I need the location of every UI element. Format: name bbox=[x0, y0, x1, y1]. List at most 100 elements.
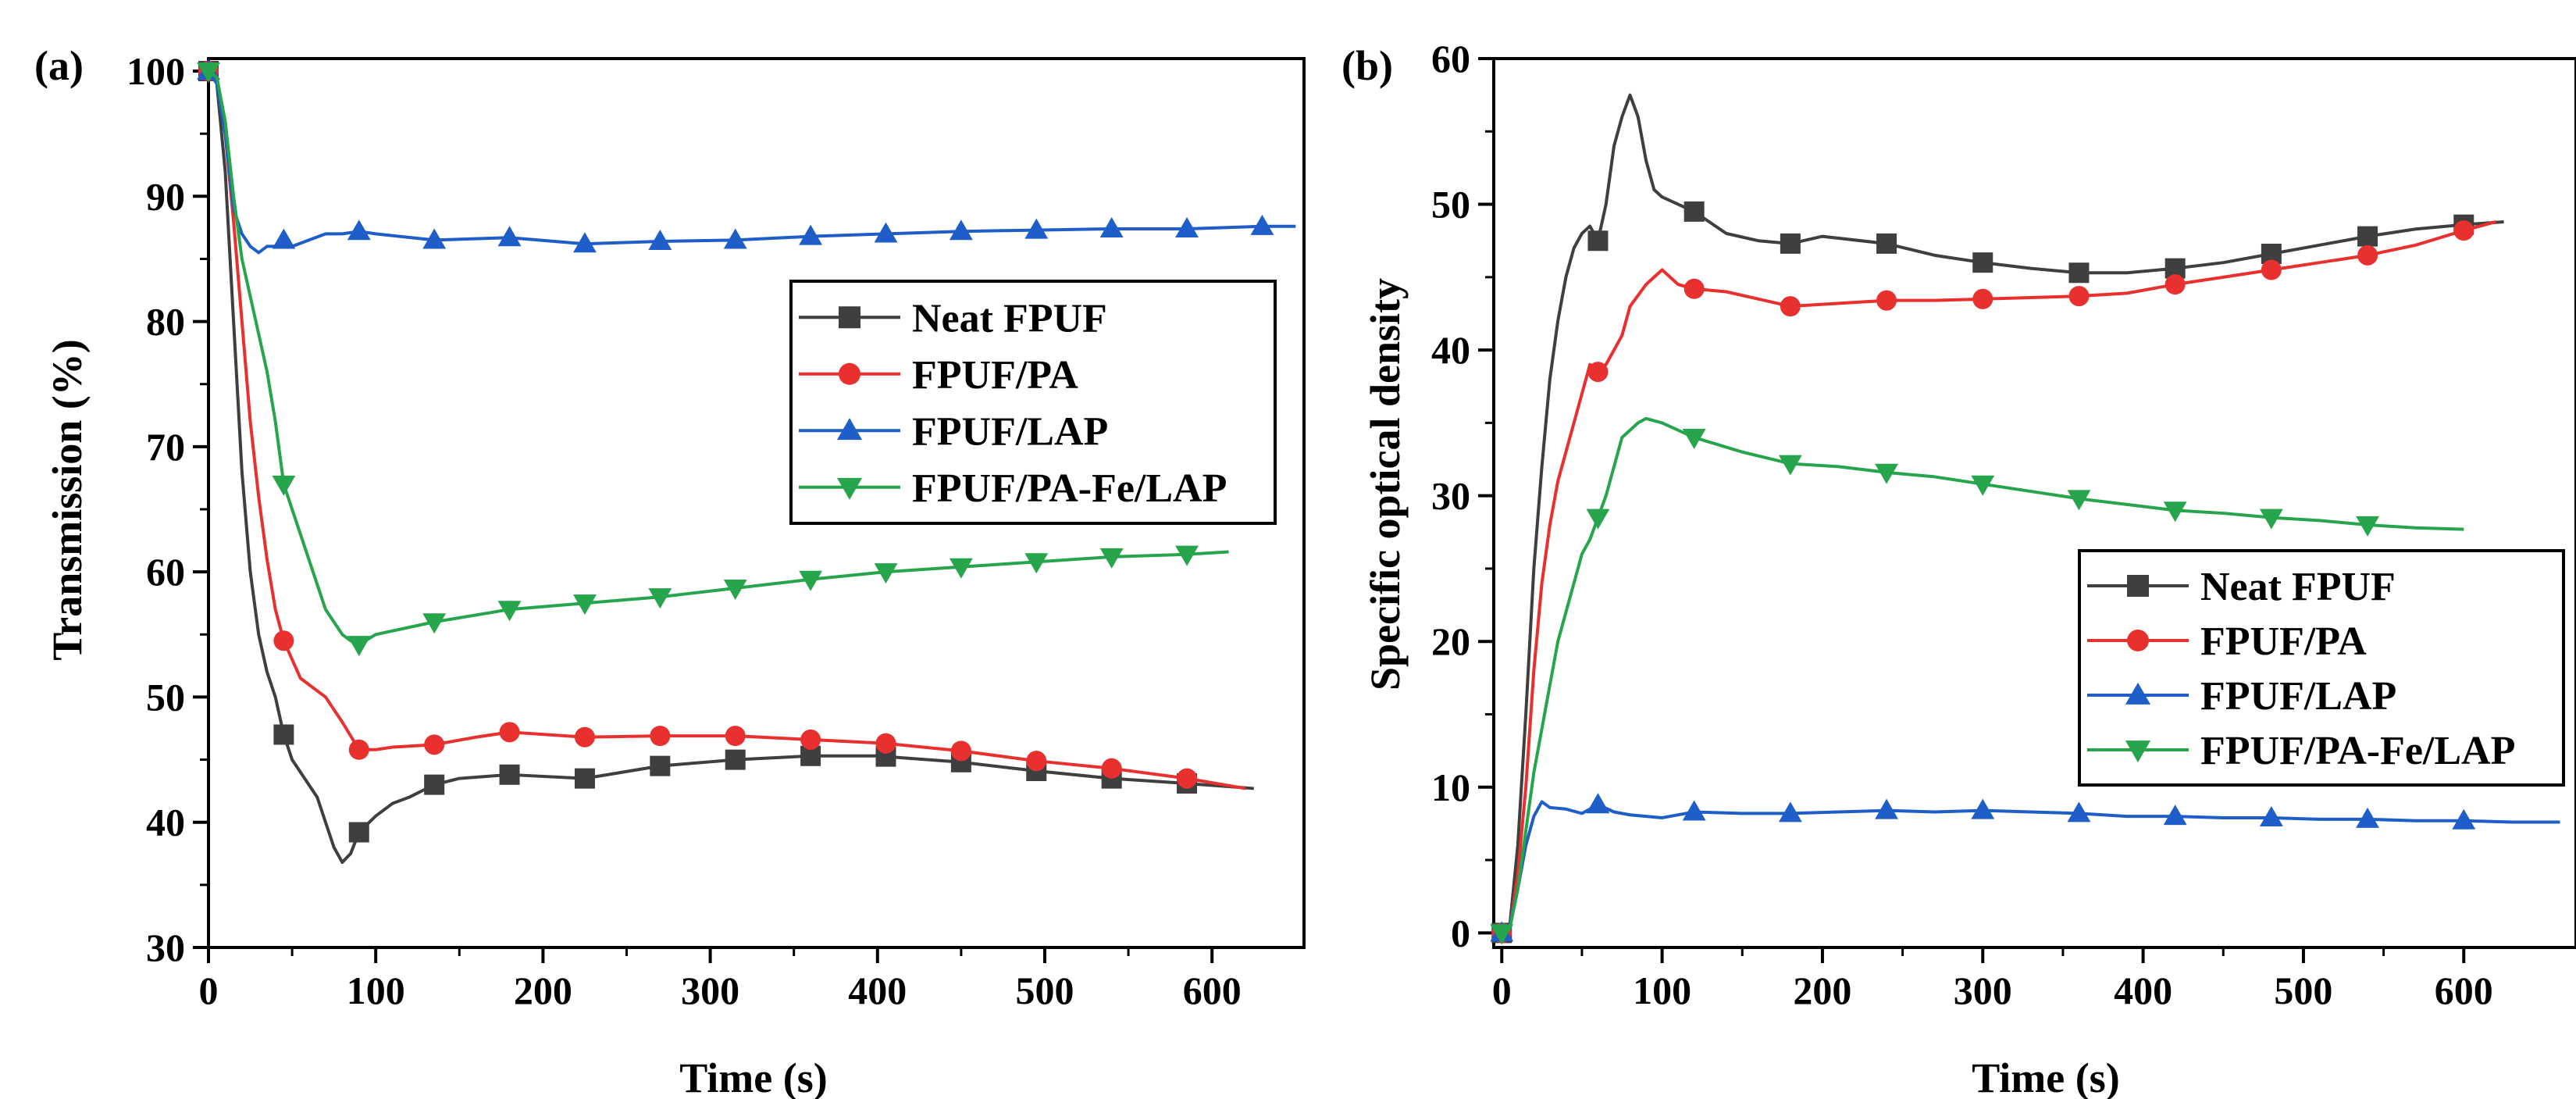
panel-a-marker-fpuf-pa-fe-lap bbox=[197, 62, 220, 83]
panel-a-y-tick-label: 100 bbox=[126, 49, 185, 93]
panel-a-marker-fpuf-lap bbox=[1175, 217, 1199, 238]
panel-a-label: (a) bbox=[34, 42, 84, 89]
panel-a-marker-fpuf-pa-fe-lap bbox=[799, 570, 823, 591]
panel-b-marker-fpuf-pa-fe-lap bbox=[2163, 501, 2187, 523]
panel-b-x-tick-label: 400 bbox=[2114, 969, 2172, 1012]
panel-b-marker-fpuf-pa-fe-lap bbox=[2356, 516, 2380, 537]
panel-a-x-tick-label: 100 bbox=[347, 969, 405, 1012]
panel-b-marker-fpuf-pa-fe-lap bbox=[1682, 428, 1706, 449]
panel-a-marker-fpuf-pa-fe-lap bbox=[422, 613, 447, 634]
panel-b-marker-fpuf-lap bbox=[2356, 807, 2380, 828]
panel-a-marker-fpuf-lap bbox=[1250, 214, 1274, 235]
panel-a-marker-fpuf-pa-fe-lap bbox=[1024, 553, 1049, 574]
panel-b-marker-neat-fpuf bbox=[1780, 233, 1801, 254]
panel-a-marker-fpuf-lap bbox=[347, 219, 371, 241]
panel-a-marker-fpuf-lap bbox=[1099, 217, 1124, 238]
panel-b-marker-neat-fpuf bbox=[1587, 230, 1609, 252]
panel-b-marker-fpuf-lap bbox=[1875, 798, 1899, 819]
panel-a-series-line-fpuf-lap bbox=[207, 70, 1296, 255]
panel-b-marker-fpuf-lap bbox=[1971, 798, 1995, 819]
panel-a-marker-fpuf-pa bbox=[1101, 758, 1122, 779]
panel-b-label: (b) bbox=[1341, 42, 1393, 89]
panel-a-legend-label-fpuf-lap: FPUF/LAP bbox=[912, 409, 1108, 454]
panel-b-marker-fpuf-pa-fe-lap bbox=[2067, 490, 2091, 511]
panel-b-legend-box bbox=[2078, 549, 2565, 787]
panel-a-plot-frame bbox=[207, 57, 1306, 949]
panel-a-marker-fpuf-lap bbox=[1024, 218, 1049, 239]
panel-b-marker-fpuf-pa bbox=[2164, 274, 2186, 295]
panel-b-legend-marker-fpuf-lap bbox=[2125, 682, 2151, 705]
panel-b-marker-fpuf-pa-fe-lap bbox=[1490, 924, 1514, 945]
panel-b-marker-fpuf-pa bbox=[2357, 244, 2378, 266]
panel-a-y-tick-label: 40 bbox=[146, 801, 185, 844]
panel-a-marker-fpuf-pa bbox=[574, 726, 595, 748]
panel-b-legend: Neat FPUF FPUF/PA FPUF/LAP FPUF/PA-Fe/LAP bbox=[2078, 549, 2565, 787]
panel-b-marker-fpuf-pa bbox=[1683, 278, 1705, 299]
panel-a-marker-fpuf-pa bbox=[499, 722, 520, 743]
panel-b-legend-marker-fpuf-pa-fe-lap bbox=[2125, 740, 2151, 763]
panel-a-series-line-fpuf-pa bbox=[207, 70, 1246, 790]
panel-b-marker-fpuf-pa-fe-lap bbox=[1971, 475, 1995, 496]
panel-a-legend: Neat FPUF FPUF/PA FPUF/LAP FPUF/PA-Fe/LAP bbox=[789, 280, 1277, 525]
panel-a-legend-marker-neat-fpuf bbox=[839, 306, 860, 329]
panel-a-legend-label-fpuf-pa-fe-lap: FPUF/PA-Fe/LAP bbox=[912, 466, 1227, 511]
panel-b-legend-marker-neat-fpuf bbox=[2127, 575, 2149, 597]
panel-b-x-tick-label: 0 bbox=[1492, 969, 1512, 1012]
panel-b-marker-neat-fpuf bbox=[1972, 252, 1993, 273]
panel-b-y-tick-label: 20 bbox=[1431, 619, 1470, 663]
panel-b-marker-fpuf-pa bbox=[2261, 259, 2282, 280]
panel-a-marker-fpuf-pa-fe-lap bbox=[347, 636, 371, 657]
panel-b-x-tick-label: 100 bbox=[1633, 969, 1691, 1012]
panel-b-y-tick-label: 50 bbox=[1431, 183, 1470, 227]
panel-a-legend-marker-fpuf-pa-fe-lap bbox=[836, 477, 863, 500]
panel-a-legend-box bbox=[789, 280, 1277, 525]
panel-b-marker-fpuf-lap bbox=[2452, 808, 2476, 830]
panel-a-marker-fpuf-lap bbox=[497, 226, 522, 247]
panel-b-legend-label-neat-fpuf: Neat FPUF bbox=[2200, 565, 2396, 609]
panel-b-marker-fpuf-pa-fe-lap bbox=[1778, 455, 1802, 476]
panel-b-marker-fpuf-pa bbox=[2068, 286, 2090, 307]
panel-a-marker-fpuf-pa bbox=[1177, 768, 1198, 789]
panel-b-marker-neat-fpuf bbox=[2357, 226, 2378, 247]
panel-b-legend-label-fpuf-pa-fe-lap: FPUF/PA-Fe/LAP bbox=[2200, 729, 2515, 773]
panel-a-x-tick-label: 500 bbox=[1015, 969, 1074, 1012]
panel-a-x-axis-title: Time (s) bbox=[679, 1054, 827, 1099]
panel-b-marker-fpuf-pa bbox=[1587, 362, 1609, 383]
panel-a-marker-fpuf-pa bbox=[1026, 751, 1047, 772]
panel-b-marker-fpuf-lap bbox=[1778, 801, 1802, 822]
panel-a-marker-neat-fpuf bbox=[273, 724, 294, 745]
panel-a-marker-neat-fpuf bbox=[725, 749, 746, 770]
panel-a-marker-fpuf-lap bbox=[572, 232, 597, 253]
panel-a-series-line-fpuf-pa-fe-lap bbox=[207, 70, 1229, 647]
panel-a-legend-marker-fpuf-pa bbox=[839, 362, 860, 385]
panel-b-marker-fpuf-pa-fe-lap bbox=[2259, 508, 2283, 530]
panel-a-marker-neat-fpuf bbox=[499, 764, 520, 785]
panel-b-marker-fpuf-lap bbox=[2067, 801, 2091, 822]
panel-a-marker-fpuf-lap bbox=[799, 224, 823, 245]
panel-a-legend-label-fpuf-pa: FPUF/PA bbox=[912, 353, 1078, 398]
panel-a-marker-neat-fpuf bbox=[800, 745, 821, 766]
panel-a-marker-fpuf-pa-fe-lap bbox=[1175, 545, 1199, 566]
panel-a-marker-fpuf-lap bbox=[648, 230, 672, 251]
panel-a-marker-fpuf-pa-fe-lap bbox=[949, 558, 973, 579]
panel-b-x-axis-title: Time (s) bbox=[1972, 1054, 2119, 1099]
panel-a-marker-fpuf-pa bbox=[725, 726, 746, 747]
panel-a-marker-fpuf-pa-fe-lap bbox=[572, 594, 597, 616]
panel-a-marker-fpuf-pa-fe-lap bbox=[497, 601, 522, 622]
panel-b-marker-fpuf-pa bbox=[1876, 290, 1897, 311]
panel-b-marker-fpuf-pa-fe-lap bbox=[1586, 508, 1610, 530]
panel-a-legend-label-neat-fpuf: Neat FPUF bbox=[912, 296, 1107, 341]
panel-b-x-tick-label: 300 bbox=[1954, 969, 2012, 1012]
panel-a-marker-fpuf-pa-fe-lap bbox=[272, 475, 296, 496]
panel-a-marker-fpuf-pa bbox=[875, 733, 896, 754]
panel-b-legend-marker-fpuf-pa bbox=[2127, 630, 2149, 651]
panel-a-marker-fpuf-pa bbox=[800, 729, 821, 750]
panel-a-marker-fpuf-pa bbox=[348, 739, 369, 760]
panel-b-marker-neat-fpuf bbox=[1876, 233, 1897, 254]
panel-a-marker-fpuf-pa-fe-lap bbox=[874, 563, 898, 584]
panel-a-marker-fpuf-pa-fe-lap bbox=[648, 588, 672, 609]
panel-b-y-axis-title: Specific optical density bbox=[1362, 278, 1409, 690]
panel-a-x-tick-label: 400 bbox=[848, 969, 907, 1012]
panel-a-marker-fpuf-pa bbox=[424, 734, 445, 755]
panel-a-y-tick-label: 70 bbox=[146, 425, 185, 469]
